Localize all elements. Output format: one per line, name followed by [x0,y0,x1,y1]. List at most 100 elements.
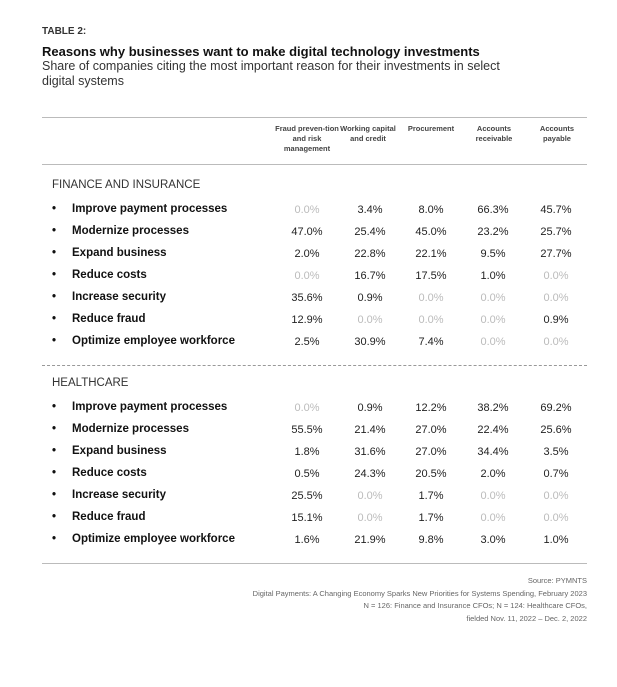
table-cell: 0.0% [543,490,569,502]
table-cell: 27.7% [540,248,572,260]
table-cell: 3.5% [543,446,569,458]
source-line: N = 126: Finance and Insurance CFOs; N =… [363,601,587,610]
header-rule [42,164,587,165]
table-cell: 0.5% [294,468,320,480]
row-label-text: Reduce costs [72,269,147,281]
table-cell: 55.5% [291,424,323,436]
row-label-text: Optimize employee workforce [72,335,235,347]
table-cell: 0.0% [543,270,569,282]
table-cell: 9.5% [480,248,506,260]
table-cell: 27.0% [415,424,447,436]
table-cell: 1.7% [418,512,444,524]
table-cell: 1.8% [294,446,320,458]
table-row: Modernize processes 55.5% 21.4% 27.0% 22.4% 2… [52,423,587,445]
table-row: Expand business 1.8% 31.6% 27.0% 34.4% 3.5% [52,445,587,467]
table-cell: 0.0% [480,490,506,502]
row-label-text: Expand business [72,445,167,457]
section-heading: HEALTHCARE [52,377,129,389]
table-cell: 8.0% [418,204,444,216]
row-label: Improve payment processes [52,401,227,413]
row-label-text: Increase security [72,489,166,501]
top-rule [42,117,587,118]
table-cell: 12.9% [291,314,323,326]
table-row: Increase security 35.6% 0.9% 0.0% 0.0% 0.0% [52,291,587,313]
table-cell: 27.0% [415,446,447,458]
table-cell: 45.7% [540,204,572,216]
table-row: Reduce fraud 15.1% 0.0% 1.7% 0.0% 0.0% [52,511,587,533]
row-label: Modernize processes [52,423,189,435]
table-cell: 22.1% [415,248,447,260]
table-cell: 1.7% [418,490,444,502]
table-cell: 47.0% [291,226,323,238]
table-cell: 0.0% [294,402,320,414]
row-label-text: Improve payment processes [72,401,228,413]
table-cell: 25.7% [540,226,572,238]
table-cell: 66.3% [477,204,509,216]
table-cell: 69.2% [540,402,572,414]
row-label-text: Optimize employee workforce [72,533,235,545]
row-label: Optimize employee workforce [52,335,235,347]
table-row: Optimize employee workforce 2.5% 30.9% 7.4%… [52,335,587,357]
section-divider [42,365,587,366]
table-cell: 0.0% [357,512,383,524]
row-label: Reduce costs [52,467,147,479]
column-header: Working capital and credit [340,124,396,143]
table-cell: 30.9% [354,336,386,348]
section-heading: FINANCE AND INSURANCE [52,179,201,191]
table-cell: 17.5% [415,270,447,282]
row-label-text: Modernize processes [72,423,189,435]
row-label: Expand business [52,247,167,259]
table-cell: 0.0% [294,270,320,282]
column-header: Accounts receivable [475,124,513,143]
row-label: Reduce fraud [52,511,146,523]
row-label-text: Reduce fraud [72,313,146,325]
table-cell: 0.0% [480,314,506,326]
table-cell: 7.4% [418,336,444,348]
column-header: Accounts payable [539,124,575,143]
row-label-text: Modernize processes [72,225,189,237]
table-cell: 0.9% [357,292,383,304]
table-cell: 0.9% [357,402,383,414]
row-label: Increase security [52,291,166,303]
table-cell: 0.7% [543,468,569,480]
row-label: Improve payment processes [52,203,227,215]
table-cell: 25.5% [291,490,323,502]
row-label: Reduce fraud [52,313,146,325]
table-row: Modernize processes 47.0% 25.4% 45.0% 23.2% 2… [52,225,587,247]
table-cell: 0.0% [480,292,506,304]
table-cell: 25.6% [540,424,572,436]
row-label-text: Reduce fraud [72,511,146,523]
table-cell: 0.0% [294,204,320,216]
table-cell: 2.0% [294,248,320,260]
source-line: Source: PYMNTS [527,576,587,585]
table-cell: 1.6% [294,534,320,546]
row-label-text: Improve payment processes [72,203,228,215]
table-cell: 0.0% [543,336,569,348]
table-label: TABLE 2: [42,26,87,37]
table-cell: 0.0% [543,292,569,304]
table-row: Reduce fraud 12.9% 0.0% 0.0% 0.0% 0.9% [52,313,587,335]
table-cell: 2.5% [294,336,320,348]
table-cell: 0.0% [357,490,383,502]
table-cell: 23.2% [477,226,509,238]
column-header: Fraud preven-tion and risk management [275,124,339,153]
table-cell: 0.0% [480,512,506,524]
table-cell: 0.0% [418,292,444,304]
table-cell: 22.8% [354,248,386,260]
bottom-rule [42,563,587,564]
source-line: fielded Nov. 11, 2022 – Dec. 2, 2022 [466,613,587,623]
column-header: Procurement [407,124,455,133]
table-row: Optimize employee workforce 1.6% 21.9% 9.8%… [52,533,587,555]
table-cell: 31.6% [354,446,386,458]
table-cell: 45.0% [415,226,447,238]
table-subtitle: Share of companies citing the most impor… [42,59,500,88]
row-label-text: Increase security [72,291,166,303]
table-cell: 0.0% [543,512,569,524]
row-label: Expand business [52,445,167,457]
table-cell: 3.4% [357,204,383,216]
table-title: Reasons why businesses want to make digi… [42,44,480,59]
table-cell: 15.1% [291,512,323,524]
table-cell: 20.5% [415,468,447,480]
table-row: Reduce costs 0.0% 16.7% 17.5% 1.0% 0.0% [52,269,587,291]
